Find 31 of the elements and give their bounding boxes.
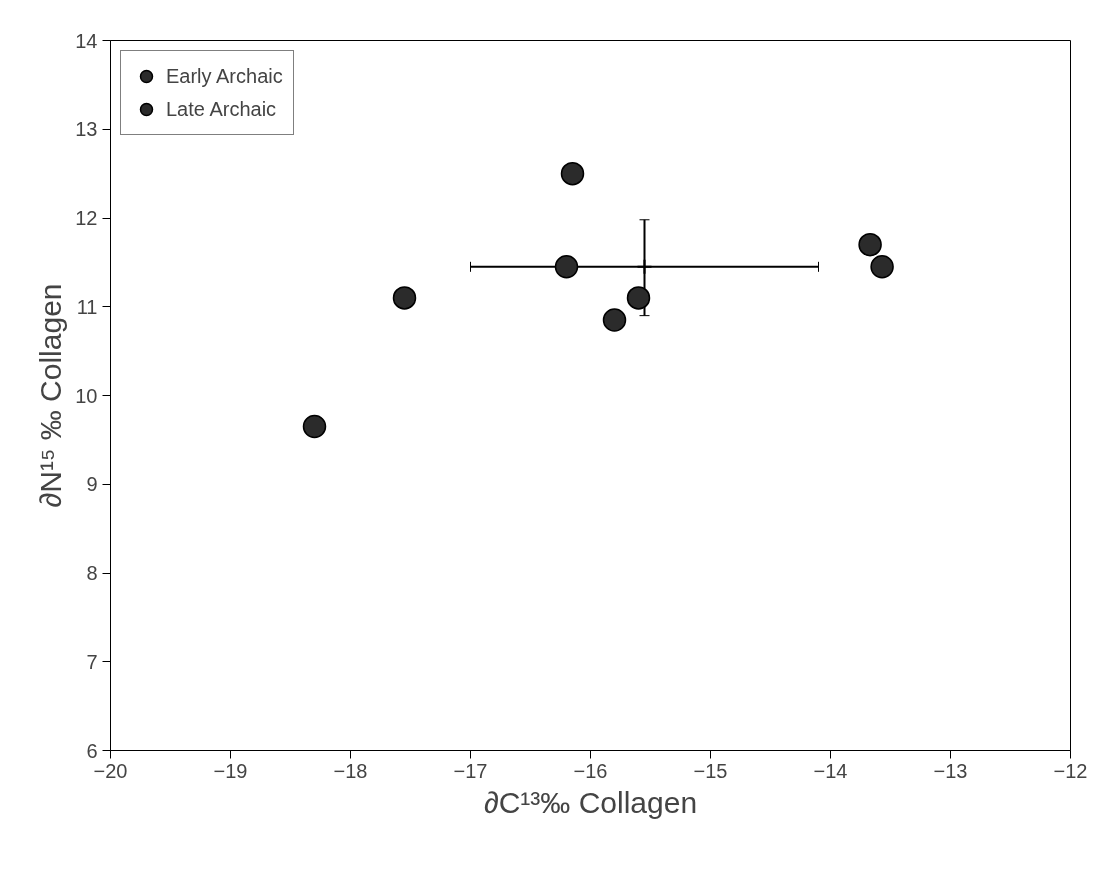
point: [636, 258, 653, 275]
point: [870, 255, 894, 279]
y-tick-label: 11: [76, 295, 98, 318]
legend-label: Late Archaic: [166, 97, 277, 121]
point: [858, 232, 882, 257]
x-tick-label: −16: [573, 759, 608, 782]
y-tick-label: 13: [75, 118, 98, 141]
point: [554, 255, 579, 279]
x-tick-label: −12: [1053, 759, 1088, 782]
x-tick-label: −15: [693, 759, 728, 782]
y-tick-label: 9: [86, 473, 98, 496]
y-tick-label: 7: [86, 650, 98, 673]
x-tick-label: −20: [93, 759, 128, 782]
x-tick-label: −14: [813, 759, 848, 782]
y-tick-label: 12: [75, 207, 98, 229]
point: [302, 414, 327, 439]
y-tick-label: 10: [75, 384, 98, 407]
y-tick-label: 14: [75, 29, 98, 52]
point: [626, 286, 651, 310]
point: [392, 286, 417, 310]
point: [602, 308, 627, 332]
legend-label: Early Archaic: [166, 64, 283, 88]
y-tick-label: 8: [86, 562, 98, 584]
x-tick-label: −17: [453, 759, 488, 782]
y-tick-label: 6: [86, 739, 98, 762]
x-tick-label: −19: [213, 759, 248, 782]
x-tick-label: −13: [933, 759, 968, 782]
point: [560, 161, 585, 186]
x-tick-label: −18: [333, 759, 368, 782]
y-axis-title: ∂N¹⁵ ‰ Collagen: [34, 283, 68, 508]
x-axis-title: ∂C¹³‰ Collagen: [483, 785, 698, 819]
